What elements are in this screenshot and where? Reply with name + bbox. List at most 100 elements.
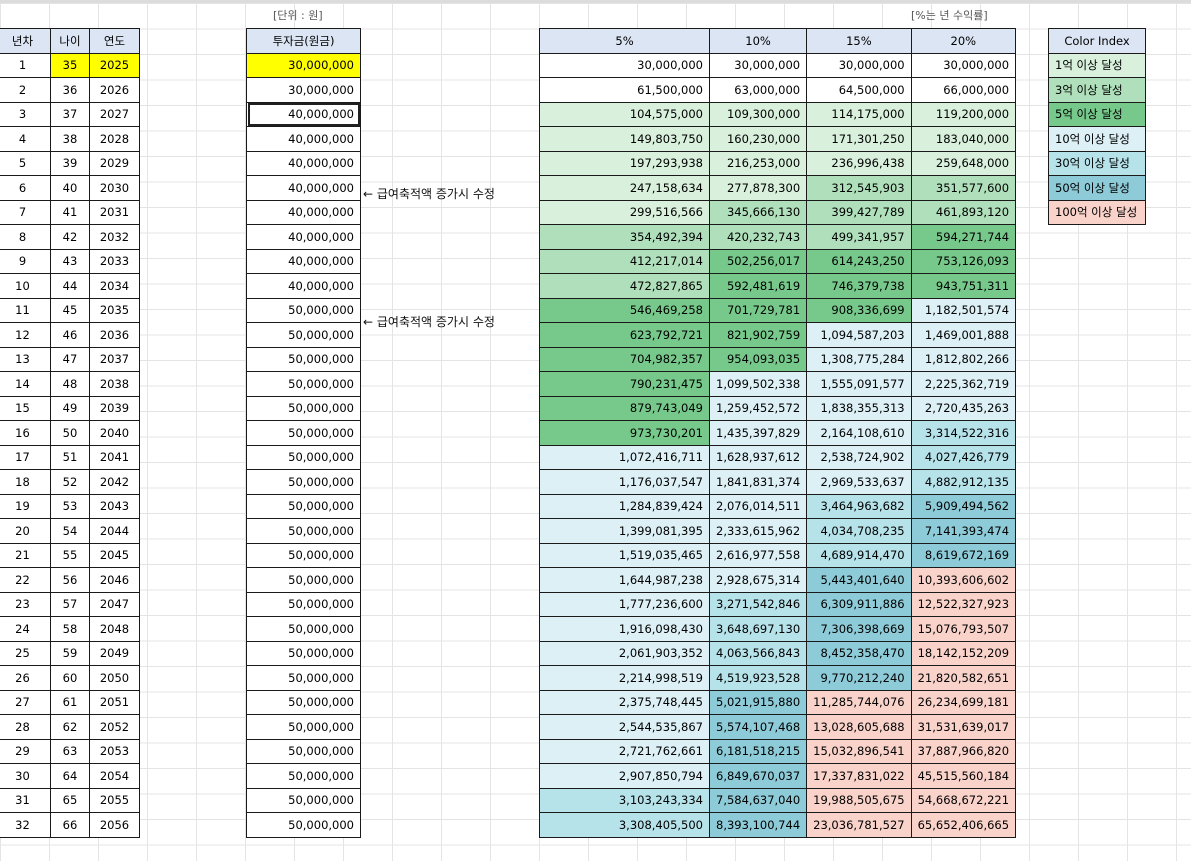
- year-cell[interactable]: 2026: [89, 77, 140, 103]
- return-cell-10pct[interactable]: 7,584,637,040: [708, 787, 808, 813]
- year-cell[interactable]: 2039: [89, 395, 140, 421]
- year-cell[interactable]: 2046: [89, 567, 140, 593]
- return-cell-15pct[interactable]: 8,452,358,470: [806, 640, 912, 666]
- age-cell[interactable]: 57: [50, 591, 90, 617]
- year-count-cell[interactable]: 17: [0, 444, 51, 470]
- return-cell-10pct[interactable]: 109,300,000: [708, 101, 808, 127]
- return-cell-10pct[interactable]: 30,000,000: [708, 52, 808, 78]
- age-cell[interactable]: 37: [50, 101, 90, 127]
- return-cell-5pct[interactable]: 61,500,000: [539, 77, 710, 103]
- return-cell-5pct[interactable]: 2,907,850,794: [539, 763, 710, 789]
- return-cell-20pct[interactable]: 66,000,000: [910, 77, 1017, 103]
- year-cell[interactable]: 2038: [89, 371, 140, 397]
- investment-cell[interactable]: 30,000,000: [246, 52, 361, 78]
- age-cell[interactable]: 65: [50, 787, 90, 813]
- age-cell[interactable]: 64: [50, 763, 90, 789]
- return-cell-20pct[interactable]: 54,668,672,221: [910, 787, 1017, 813]
- return-cell-5pct[interactable]: 354,492,394: [539, 224, 710, 250]
- return-cell-10pct[interactable]: 345,666,130: [708, 199, 808, 225]
- return-cell-15pct[interactable]: 1,308,775,284: [806, 346, 912, 372]
- year-count-cell[interactable]: 14: [0, 371, 51, 397]
- year-count-cell[interactable]: 20: [0, 518, 51, 544]
- return-cell-5pct[interactable]: 1,777,236,600: [539, 591, 710, 617]
- return-cell-20pct[interactable]: 65,652,406,665: [910, 812, 1017, 838]
- age-cell[interactable]: 60: [50, 665, 90, 691]
- return-cell-20pct[interactable]: 4,882,912,135: [910, 469, 1017, 495]
- return-cell-15pct[interactable]: 4,689,914,470: [806, 542, 912, 568]
- return-cell-10pct[interactable]: 6,181,518,215: [708, 738, 808, 764]
- year-cell[interactable]: 2036: [89, 322, 140, 348]
- return-cell-5pct[interactable]: 2,544,535,867: [539, 714, 710, 740]
- year-count-cell[interactable]: 4: [0, 126, 51, 152]
- investment-cell[interactable]: 50,000,000: [246, 640, 361, 666]
- investment-cell[interactable]: 50,000,000: [246, 738, 361, 764]
- investment-cell[interactable]: 50,000,000: [246, 812, 361, 838]
- year-cell[interactable]: 2040: [89, 420, 140, 446]
- investment-cell[interactable]: 50,000,000: [246, 297, 361, 323]
- investment-cell[interactable]: 50,000,000: [246, 518, 361, 544]
- age-cell[interactable]: 63: [50, 738, 90, 764]
- year-count-cell[interactable]: 8: [0, 224, 51, 250]
- age-cell[interactable]: 43: [50, 248, 90, 274]
- color-index-item[interactable]: 10억 이상 달성: [1048, 126, 1146, 152]
- year-cell[interactable]: 2053: [89, 738, 140, 764]
- age-cell[interactable]: 48: [50, 371, 90, 397]
- return-cell-15pct[interactable]: 6,309,911,886: [806, 591, 912, 617]
- return-cell-15pct[interactable]: 15,032,896,541: [806, 738, 912, 764]
- investment-cell[interactable]: 50,000,000: [246, 616, 361, 642]
- year-cell[interactable]: 2048: [89, 616, 140, 642]
- return-cell-5pct[interactable]: 2,375,748,445: [539, 689, 710, 715]
- return-cell-5pct[interactable]: 1,519,035,465: [539, 542, 710, 568]
- year-cell[interactable]: 2050: [89, 665, 140, 691]
- investment-cell[interactable]: 50,000,000: [246, 444, 361, 470]
- year-count-cell[interactable]: 25: [0, 640, 51, 666]
- return-cell-15pct[interactable]: 13,028,605,688: [806, 714, 912, 740]
- return-cell-20pct[interactable]: 2,720,435,263: [910, 395, 1017, 421]
- return-cell-10pct[interactable]: 1,435,397,829: [708, 420, 808, 446]
- return-cell-15pct[interactable]: 30,000,000: [806, 52, 912, 78]
- return-cell-15pct[interactable]: 614,243,250: [806, 248, 912, 274]
- year-count-cell[interactable]: 11: [0, 297, 51, 323]
- return-cell-20pct[interactable]: 594,271,744: [910, 224, 1017, 250]
- year-cell[interactable]: 2049: [89, 640, 140, 666]
- year-cell[interactable]: 2052: [89, 714, 140, 740]
- investment-cell[interactable]: 40,000,000: [246, 126, 361, 152]
- year-count-cell[interactable]: 29: [0, 738, 51, 764]
- year-count-cell[interactable]: 15: [0, 395, 51, 421]
- year-count-cell[interactable]: 26: [0, 665, 51, 691]
- year-cell[interactable]: 2051: [89, 689, 140, 715]
- return-cell-15pct[interactable]: 171,301,250: [806, 126, 912, 152]
- return-cell-15pct[interactable]: 17,337,831,022: [806, 763, 912, 789]
- return-cell-20pct[interactable]: 1,469,001,888: [910, 322, 1017, 348]
- year-cell[interactable]: 2029: [89, 150, 140, 176]
- year-count-cell[interactable]: 21: [0, 542, 51, 568]
- return-cell-20pct[interactable]: 37,887,966,820: [910, 738, 1017, 764]
- return-cell-5pct[interactable]: 149,803,750: [539, 126, 710, 152]
- return-cell-5pct[interactable]: 1,284,839,424: [539, 493, 710, 519]
- header-investment[interactable]: 투자금(원금): [246, 28, 361, 54]
- age-cell[interactable]: 56: [50, 567, 90, 593]
- investment-cell[interactable]: 50,000,000: [246, 591, 361, 617]
- year-count-cell[interactable]: 2: [0, 77, 51, 103]
- year-cell[interactable]: 2055: [89, 787, 140, 813]
- year-cell[interactable]: 2041: [89, 444, 140, 470]
- year-count-cell[interactable]: 23: [0, 591, 51, 617]
- return-cell-5pct[interactable]: 3,308,405,500: [539, 812, 710, 838]
- return-cell-10pct[interactable]: 821,902,759: [708, 322, 808, 348]
- age-cell[interactable]: 36: [50, 77, 90, 103]
- age-cell[interactable]: 54: [50, 518, 90, 544]
- return-cell-5pct[interactable]: 623,792,721: [539, 322, 710, 348]
- return-cell-20pct[interactable]: 30,000,000: [910, 52, 1017, 78]
- header-rate-10[interactable]: 10%: [708, 28, 808, 54]
- investment-cell[interactable]: 40,000,000: [246, 224, 361, 250]
- year-cell[interactable]: 2031: [89, 199, 140, 225]
- return-cell-10pct[interactable]: 4,063,566,843: [708, 640, 808, 666]
- return-cell-10pct[interactable]: 5,021,915,880: [708, 689, 808, 715]
- return-cell-10pct[interactable]: 420,232,743: [708, 224, 808, 250]
- year-count-cell[interactable]: 24: [0, 616, 51, 642]
- return-cell-20pct[interactable]: 183,040,000: [910, 126, 1017, 152]
- return-cell-5pct[interactable]: 2,214,998,519: [539, 665, 710, 691]
- header-year[interactable]: 연도: [89, 28, 140, 54]
- investment-cell[interactable]: 50,000,000: [246, 420, 361, 446]
- age-cell[interactable]: 58: [50, 616, 90, 642]
